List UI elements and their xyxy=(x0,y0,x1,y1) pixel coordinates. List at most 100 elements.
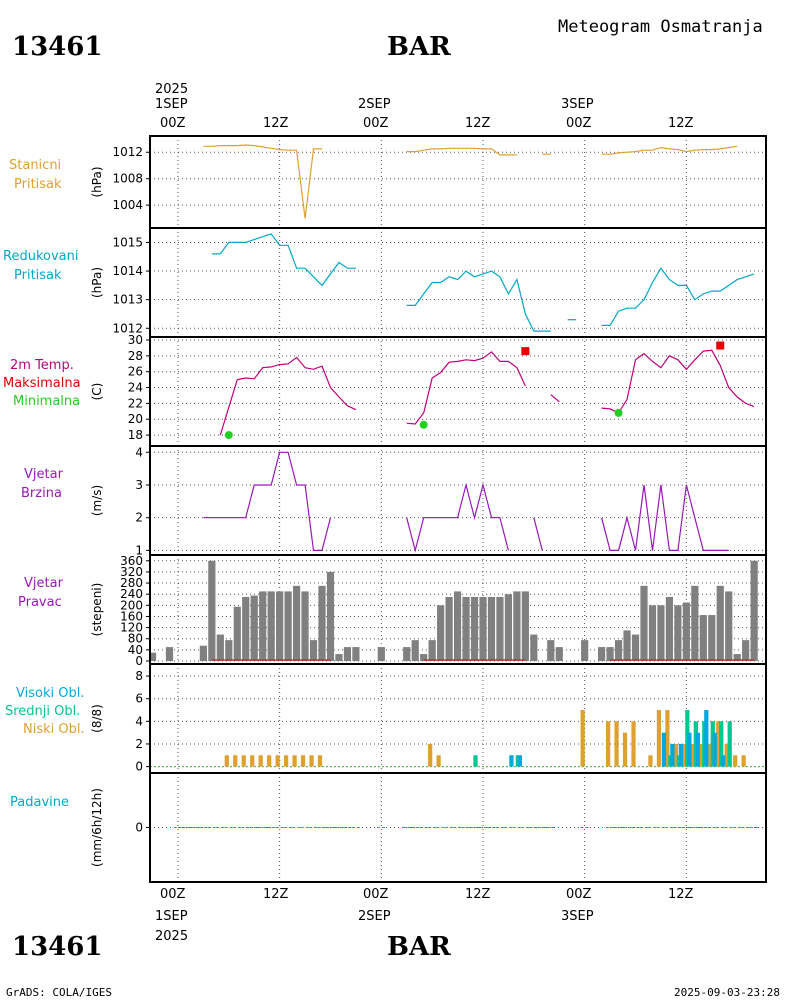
y-tick-label: 0 xyxy=(135,654,143,668)
high-cloud-bar xyxy=(704,710,709,767)
y-tick-label: 280 xyxy=(120,576,143,590)
wind-direction-bar xyxy=(674,605,682,661)
low-cloud-bar xyxy=(283,755,289,767)
station-id-top: 13461 xyxy=(12,32,102,62)
wind-direction-bar xyxy=(504,594,513,661)
low-cloud-bar xyxy=(428,743,433,767)
top-hour-label: 12Z xyxy=(263,116,289,131)
label-precipitation: Padavine xyxy=(10,795,69,810)
wind-direction-bar xyxy=(233,606,241,661)
wind-direction-bar xyxy=(326,571,335,661)
wind-direction-bar xyxy=(733,654,741,661)
wind-direction-bar xyxy=(259,591,267,661)
series-line xyxy=(406,270,551,332)
top-year-label: 2025 xyxy=(155,82,188,97)
wind-direction-bar xyxy=(462,596,470,661)
wind-direction-bar xyxy=(547,640,555,661)
low-cloud-bar xyxy=(292,755,297,767)
wind-direction-bar xyxy=(445,596,453,661)
station-id-bottom: 13461 xyxy=(12,932,102,962)
footer-credit: GrADS: COLA/IGES xyxy=(6,986,112,999)
y-tick-label: 1012 xyxy=(112,321,143,335)
label-low-cloud: Niski Obl. xyxy=(23,722,85,737)
series-line xyxy=(211,233,356,287)
wind-direction-bar xyxy=(606,647,614,661)
wind-direction-bar xyxy=(284,591,292,661)
y-tick-label: 1015 xyxy=(112,235,143,249)
bottom-hour-label: 12Z xyxy=(465,887,491,902)
wind-direction-bar xyxy=(242,596,250,661)
high-cloud-bar xyxy=(670,743,675,767)
wind-direction-bar xyxy=(513,591,521,661)
series-line xyxy=(533,517,543,551)
wind-direction-bar xyxy=(691,585,699,661)
wind-direction-bar xyxy=(199,645,207,661)
wind-direction-bar xyxy=(725,591,733,661)
series-line xyxy=(601,267,755,326)
label-temp-min: Minimalna xyxy=(13,394,80,409)
y-axis-unit-label: (m/s) xyxy=(90,485,104,516)
wind-direction-bar xyxy=(309,640,318,661)
bottom-hour-label: 00Z xyxy=(160,887,186,902)
high-cloud-bar xyxy=(517,755,523,767)
low-cloud-bar xyxy=(605,721,611,767)
y-tick-label: 200 xyxy=(120,598,143,612)
low-cloud-bar xyxy=(673,743,678,767)
label-mid-cloud: Srednji Obl. xyxy=(5,704,80,719)
wind-direction-bar xyxy=(420,654,428,661)
wind-direction-bar xyxy=(428,640,436,661)
y-axis-unit-label: (C) xyxy=(90,383,104,401)
y-tick-label: 320 xyxy=(120,565,143,579)
y-tick-label: 0 xyxy=(135,760,143,774)
low-cloud-bar xyxy=(614,721,619,767)
series-line xyxy=(601,145,738,155)
wind-direction-bar xyxy=(521,591,529,661)
wind-direction-bar xyxy=(352,647,360,661)
y-tick-label: 6 xyxy=(135,692,143,706)
wind-direction-bar xyxy=(165,647,174,661)
y-axis-unit-label: (stepeni) xyxy=(90,583,104,637)
low-cloud-bar xyxy=(250,755,255,767)
mid-cloud-bar xyxy=(719,721,724,767)
station-name-top: BAR xyxy=(387,32,451,62)
max-temp-marker xyxy=(716,341,725,350)
max-temp-marker xyxy=(521,347,530,356)
bottom-hour-label: 12Z xyxy=(263,887,289,902)
wind-direction-bar xyxy=(555,647,563,661)
y-tick-label: 120 xyxy=(120,621,143,635)
low-cloud-bar xyxy=(309,755,314,767)
label-temperature: 2m Temp. xyxy=(10,358,74,373)
series-line xyxy=(406,147,517,156)
label-temp-max: Maksimalna xyxy=(3,376,81,391)
low-cloud-bar xyxy=(707,743,712,767)
wind-direction-bar xyxy=(623,630,631,661)
y-tick-label: 1014 xyxy=(112,264,143,278)
wind-direction-bar xyxy=(598,647,606,661)
y-tick-label: 4 xyxy=(135,714,143,728)
top-hour-label: 00Z xyxy=(160,116,186,131)
y-axis-unit-label: (mm/6h/12h) xyxy=(90,788,104,867)
label-station-pressure: Stanicni xyxy=(9,158,61,173)
y-tick-label: 30 xyxy=(128,333,143,347)
high-cloud-bar xyxy=(678,743,683,767)
wind-direction-bar xyxy=(742,640,750,661)
low-cloud-bar xyxy=(716,721,721,767)
bottom-day-label-3: 3SEP xyxy=(561,909,594,924)
low-cloud-bar xyxy=(300,755,306,767)
label-wind-speed: Brzina xyxy=(21,486,62,501)
series-line xyxy=(601,484,729,552)
top-day-label-2: 2SEP xyxy=(358,97,391,112)
low-cloud-bar xyxy=(622,732,628,767)
series-line xyxy=(203,144,322,219)
bottom-year-label: 2025 xyxy=(155,929,188,944)
bottom-hour-label: 12Z xyxy=(668,887,694,902)
low-cloud-bar xyxy=(699,743,704,767)
low-cloud-bar xyxy=(224,755,229,767)
high-cloud-bar xyxy=(509,755,514,767)
footer-timestamp: 2025-09-03-23:28 xyxy=(674,986,780,999)
wind-direction-bar xyxy=(343,647,352,661)
min-temp-marker xyxy=(419,420,428,429)
wind-direction-bar xyxy=(267,591,275,661)
y-tick-label: 24 xyxy=(128,381,143,395)
wind-direction-bar xyxy=(708,615,716,661)
